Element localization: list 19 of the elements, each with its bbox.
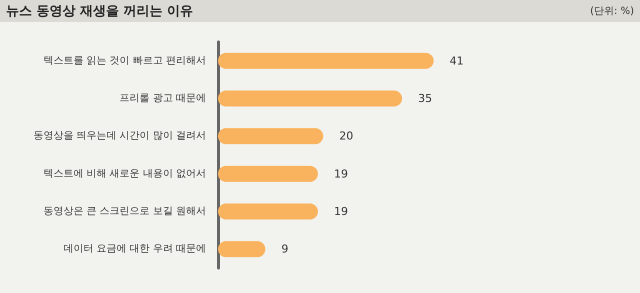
text: 뉴스 동영상 재생을 꺼리는 이유 <box>6 3 194 20</box>
data-label: 19 <box>334 167 348 180</box>
bar <box>218 166 318 182</box>
data-label: 41 <box>450 54 464 68</box>
bar <box>218 52 434 69</box>
y-tick-label: 텍스트를 읽는 것이 빠르고 편리해서 <box>43 55 206 66</box>
data-label: 19 <box>334 205 348 218</box>
bar <box>218 90 402 106</box>
bar <box>218 204 318 220</box>
y-tick-label: 동영상을 띄우는데 시간이 많이 걸려서 <box>33 130 206 142</box>
bar <box>218 128 324 144</box>
y-tick-label: 프리롤 광고 때문에 <box>120 93 206 104</box>
data-label: 9 <box>281 242 288 256</box>
text: (단위: %) <box>590 5 634 18</box>
data-label: 35 <box>418 92 432 105</box>
data-label: 20 <box>339 130 354 143</box>
y-tick-label: 텍스트에 비해 새로운 내용이 없어서 <box>43 168 206 180</box>
y-tick-label: 동영상은 큰 스크린으로 보길 원해서 <box>43 206 206 217</box>
y-tick-label: 데이터 요금에 대한 우려 때문에 <box>63 244 206 255</box>
